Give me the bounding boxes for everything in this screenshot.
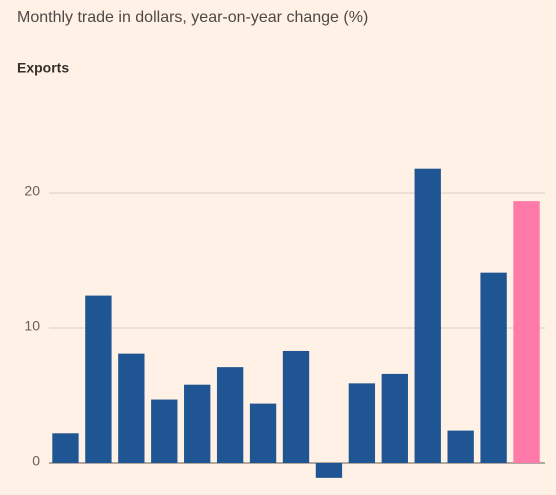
bar <box>480 272 507 463</box>
bar <box>381 373 408 463</box>
y-tick-label: 10 <box>24 318 40 334</box>
bar <box>118 353 145 463</box>
y-tick-label: 0 <box>32 453 40 469</box>
bar <box>151 399 178 463</box>
y-tick-label: 20 <box>24 183 40 199</box>
bar <box>447 430 474 463</box>
bar <box>85 295 112 463</box>
chart-subtitle: Exports <box>17 60 69 76</box>
bar <box>216 367 244 463</box>
bar <box>52 433 79 463</box>
chart-title: Monthly trade in dollars, year-on-year c… <box>17 9 368 26</box>
bar <box>513 201 540 463</box>
bar <box>315 463 343 478</box>
bar <box>348 383 376 463</box>
bar <box>184 384 211 463</box>
bar <box>249 403 277 463</box>
bar <box>414 168 441 463</box>
bar <box>282 350 310 463</box>
